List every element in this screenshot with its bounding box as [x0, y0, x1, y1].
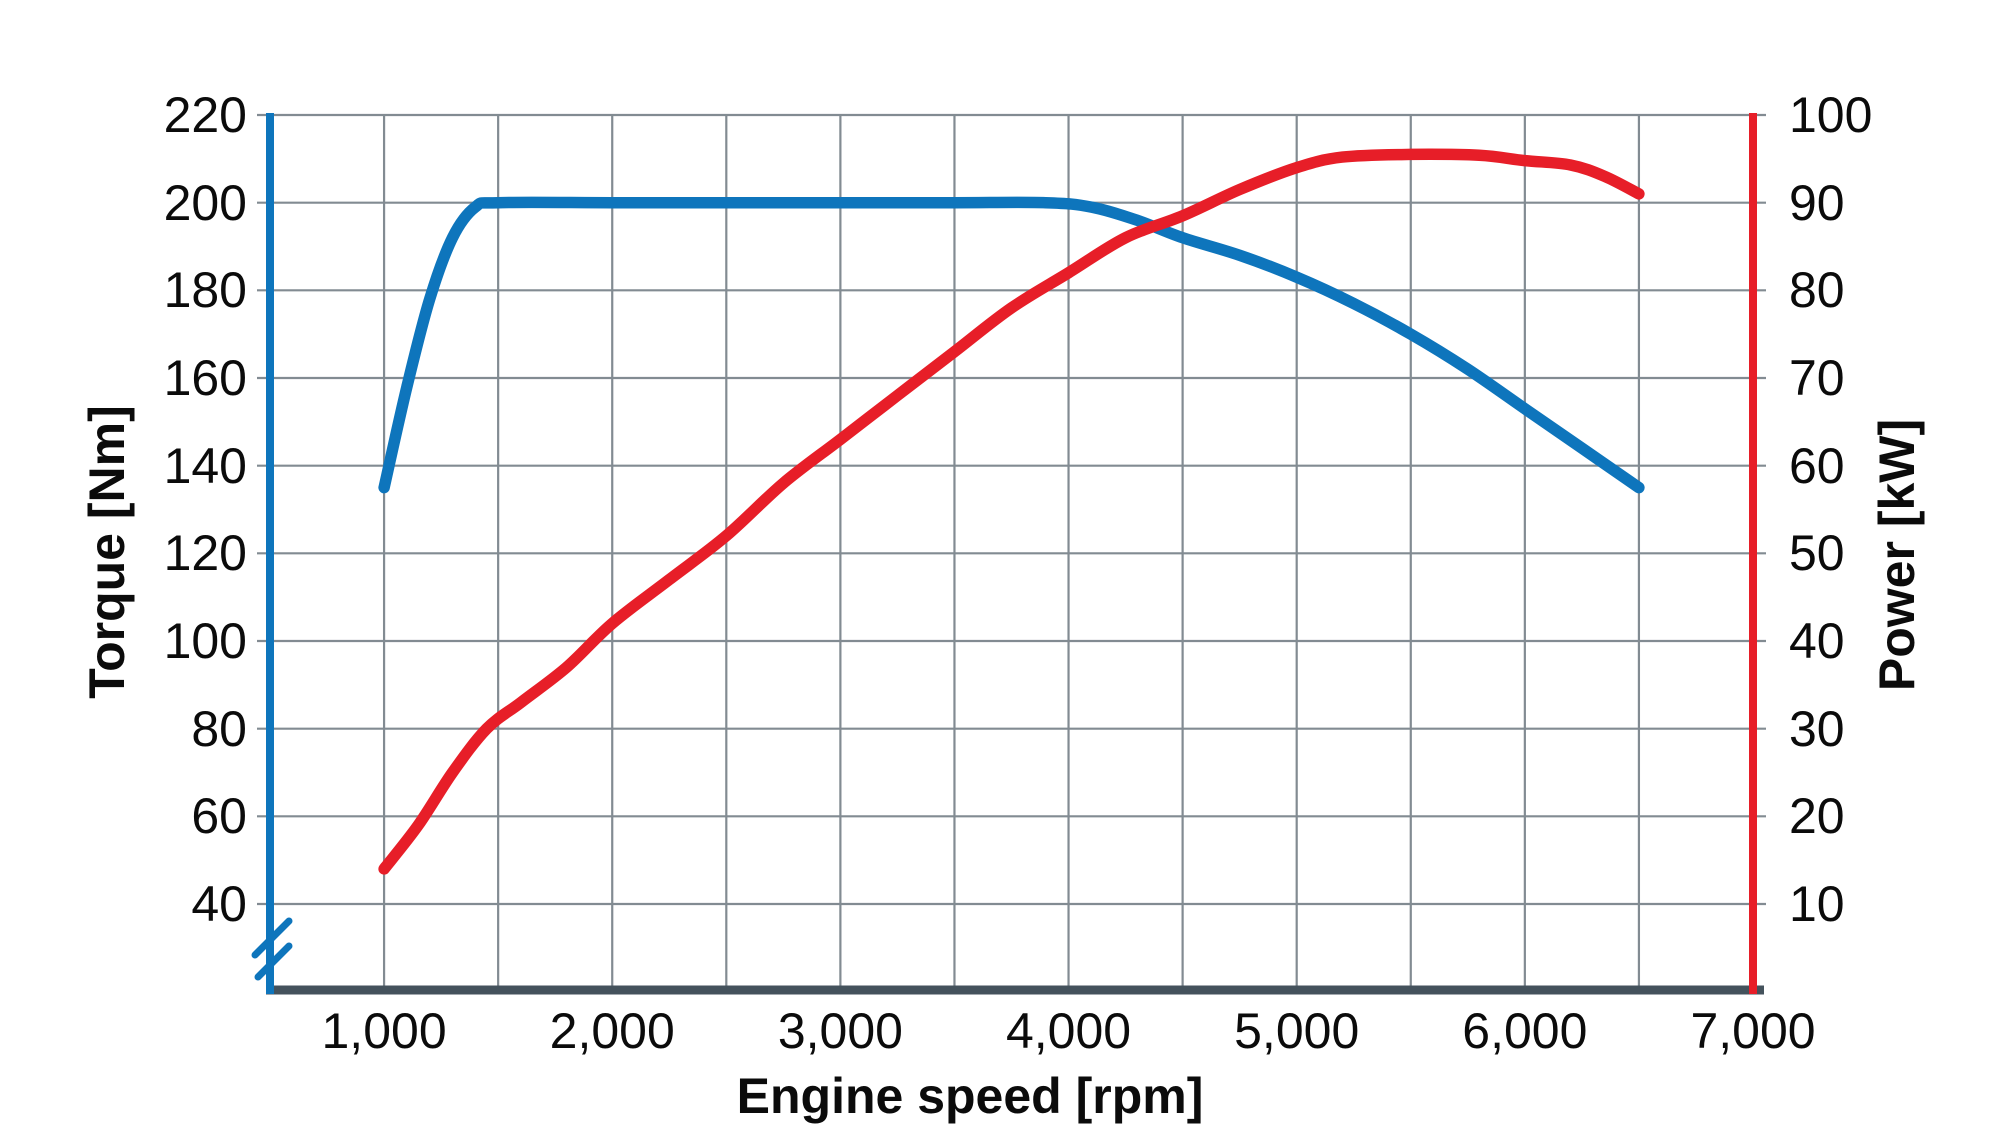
tick-label: 100 — [163, 613, 247, 669]
tick-label: 220 — [163, 87, 247, 143]
tick-label: 180 — [163, 262, 247, 319]
tick-label: 70 — [1789, 350, 1845, 406]
axis-break-icon — [254, 942, 293, 981]
tick-label: 10 — [1789, 876, 1845, 932]
tick-label: 160 — [163, 350, 247, 406]
tick-label: 30 — [1789, 700, 1845, 757]
power-curve — [378, 148, 1645, 875]
tick-label: 3,000 — [777, 1003, 903, 1059]
tick-label: 60 — [1789, 437, 1845, 494]
tick-label: 7,000 — [1690, 1003, 1816, 1059]
tick-label: 40 — [1789, 613, 1845, 669]
axis-break-icon — [251, 917, 293, 959]
tick-label: 6,000 — [1462, 1003, 1588, 1059]
tick-label: 90 — [1789, 174, 1845, 231]
torque-curve — [378, 196, 1645, 494]
tick-label: 4,000 — [1005, 1003, 1132, 1059]
tick-label: 5,000 — [1234, 1003, 1360, 1059]
tick-label: 40 — [191, 876, 247, 932]
tick-label: 120 — [163, 525, 247, 582]
x-axis-title: Engine speed [rpm] — [736, 1068, 1204, 1124]
tick-label: 20 — [1789, 788, 1845, 845]
tick-label: 1,000 — [321, 1003, 447, 1059]
tick-label: 80 — [1789, 262, 1845, 319]
tick-label: 80 — [191, 700, 247, 757]
tick-label: 60 — [191, 788, 247, 845]
tick-label: 140 — [163, 437, 247, 494]
tick-label: 100 — [1789, 87, 1873, 143]
tick-label: 50 — [1789, 525, 1845, 582]
tick-label: 2,000 — [549, 1003, 675, 1059]
tick-label: 200 — [163, 174, 247, 231]
